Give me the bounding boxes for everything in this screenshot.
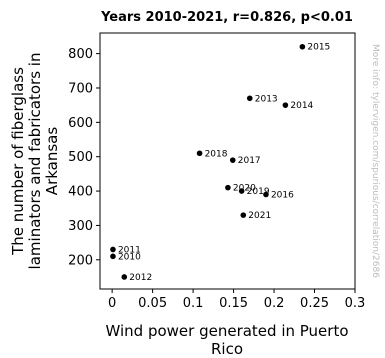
point-label-2012: 2012 (129, 273, 152, 283)
x-tick-label: 0 (108, 296, 116, 311)
data-point-2011 (110, 246, 116, 253)
x-axis: 0 0.05 0.1 0.15 0.2 0.25 0.3 (108, 289, 365, 311)
point-label-2017: 2017 (238, 156, 261, 166)
y-axis-label-line: laminators and fabricators in (26, 53, 44, 270)
point-label-2019: 2019 (247, 187, 270, 197)
x-tick-label: 0.2 (264, 296, 285, 311)
point-label-2010: 2010 (118, 252, 141, 262)
data-point-2014 (282, 102, 289, 108)
data-point-2012 (121, 274, 128, 280)
y-axis-label-line: The number of fiberglass (9, 67, 27, 256)
y-axis-label: The number of fiberglasslaminators and f… (9, 53, 61, 270)
data-point-2021 (240, 212, 247, 218)
plot-area (99, 32, 356, 290)
y-axis: 200 300 400 500 600 700 800 (68, 47, 100, 268)
data-point-2018 (196, 150, 203, 157)
point-label-2021: 2021 (248, 211, 271, 221)
x-axis-label-line: Wind power generated in Puerto (105, 322, 348, 340)
y-tick-label: 500 (68, 150, 93, 165)
data-point-2010 (110, 253, 116, 260)
y-tick-label: 400 (68, 185, 93, 200)
y-tick-label: 600 (68, 116, 93, 131)
y-tick-label: 200 (68, 253, 93, 268)
point-label-2020: 2020 (233, 184, 256, 194)
data-point-2015 (299, 43, 306, 50)
point-label-2016: 2016 (271, 191, 294, 201)
x-tick-label: 0.3 (345, 296, 366, 311)
data-point-2019 (238, 188, 245, 194)
x-tick-label: 0.05 (138, 296, 167, 311)
point-label-2014: 2014 (290, 101, 313, 111)
data-point-2013 (246, 95, 253, 102)
x-axis-label: Wind power generated in Puerto Rico (105, 322, 348, 358)
y-axis-label-line: Arkansas (43, 127, 61, 196)
x-axis-label-line: Rico (211, 340, 243, 358)
data-point-2020 (225, 184, 231, 191)
point-label-2015: 2015 (307, 43, 330, 53)
point-label-2013: 2013 (255, 94, 278, 104)
chart-title: Years 2010-2021, r=0.826, p<0.01 (100, 10, 353, 25)
point-label-2011: 2011 (118, 245, 141, 255)
x-tick-label: 0.1 (183, 296, 204, 311)
x-tick-label: 0.25 (300, 296, 329, 311)
y-tick-label: 300 (68, 219, 93, 234)
y-tick-label: 700 (68, 81, 93, 96)
data-point-2017 (229, 157, 236, 163)
point-label-2018: 2018 (205, 149, 228, 159)
y-tick-label: 800 (68, 47, 93, 62)
data-point-2016 (263, 191, 269, 198)
watermark-text: More info: tylervigen.com/spurious/corre… (370, 44, 380, 278)
x-tick-label: 0.15 (219, 296, 248, 311)
